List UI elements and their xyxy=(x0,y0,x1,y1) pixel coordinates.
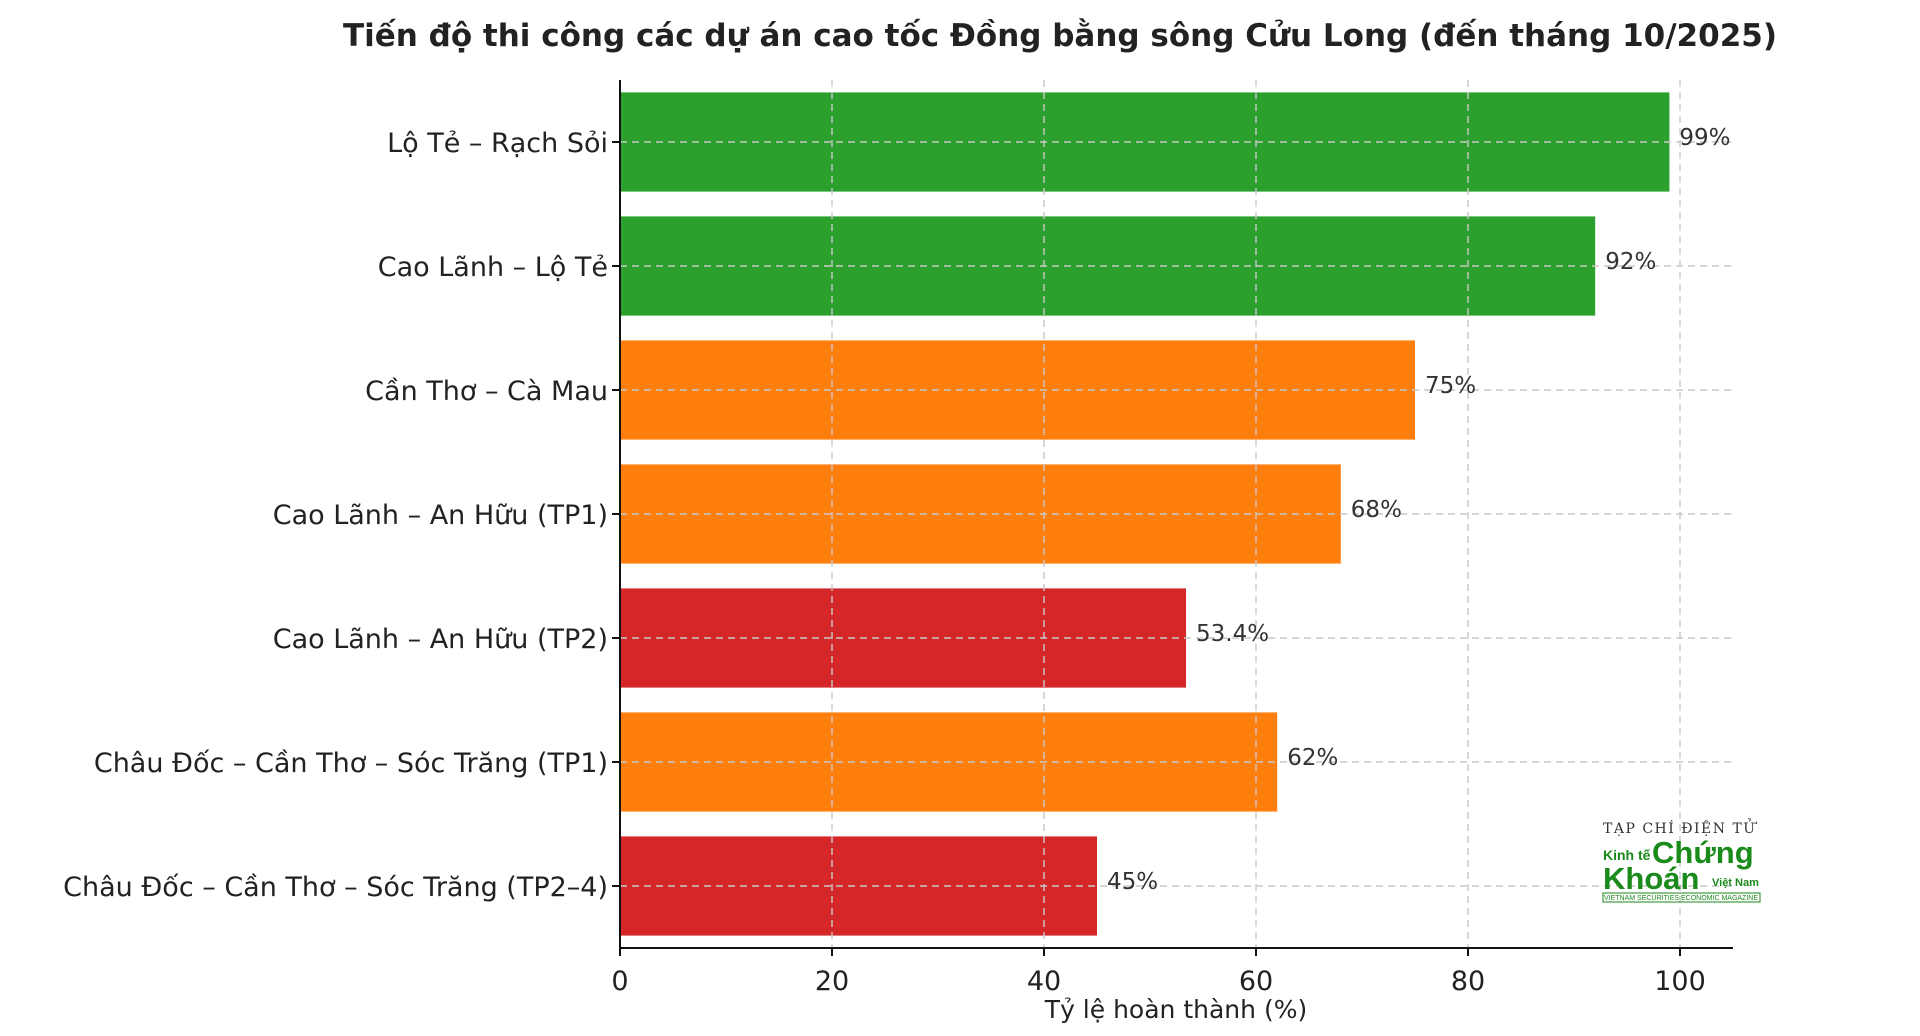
x-tick-label: 0 xyxy=(611,966,628,997)
watermark-tagline-box xyxy=(1602,892,1761,903)
category-label: Cao Lãnh – An Hữu (TP2) xyxy=(273,624,608,655)
x-tick-labels: 0 20 40 60 80 100 xyxy=(611,948,1706,997)
x-axis-label: Tỷ lệ hoàn thành (%) xyxy=(1044,995,1307,1024)
data-labels: 99% 92% 75% 68% 53.4% 62% 45% xyxy=(1107,125,1731,895)
category-label: Cần Thơ – Cà Mau xyxy=(365,376,608,407)
watermark-chung: Chứng xyxy=(1652,835,1754,870)
bar-value-label: 45% xyxy=(1107,869,1158,895)
bars xyxy=(620,92,1670,936)
bar-value-label: 92% xyxy=(1605,249,1656,275)
category-label: Lộ Tẻ – Rạch Sỏi xyxy=(387,128,608,159)
watermark-logo: TẠP CHÍ ĐIỆN TỬ Kinh tế Chứng Khoán Việt… xyxy=(1602,817,1761,903)
x-tick-label: 40 xyxy=(1027,966,1061,997)
x-tick-label: 80 xyxy=(1451,966,1485,997)
bar-value-label: 75% xyxy=(1425,373,1476,399)
watermark-kinh-te: Kinh tế xyxy=(1603,847,1651,863)
x-tick-label: 60 xyxy=(1239,966,1273,997)
chart-title: Tiến độ thi công các dự án cao tốc Đồng … xyxy=(343,18,1777,54)
bar-value-label: 53.4% xyxy=(1196,621,1269,647)
category-label: Cao Lãnh – An Hữu (TP1) xyxy=(273,500,608,531)
bar-value-label: 68% xyxy=(1351,497,1402,523)
category-label: Châu Đốc – Cần Thơ – Sóc Trăng (TP2–4) xyxy=(63,872,608,903)
x-tick-label: 20 xyxy=(815,966,849,997)
category-label: Cao Lãnh – Lộ Tẻ xyxy=(378,252,608,283)
watermark-viet-nam: Việt Nam xyxy=(1712,877,1759,889)
watermark-line1: TẠP CHÍ ĐIỆN TỬ xyxy=(1603,817,1757,837)
category-labels: Lộ Tẻ – Rạch Sỏi Cao Lãnh – Lộ Tẻ Cần Thơ … xyxy=(63,128,620,903)
watermark-khoan: Khoán xyxy=(1603,861,1699,896)
category-label: Châu Đốc – Cần Thơ – Sóc Trăng (TP1) xyxy=(94,748,608,779)
x-tick-label: 100 xyxy=(1654,966,1706,997)
bar xyxy=(620,836,1097,936)
watermark-tagline: VIETNAM SECURITIES ECONOMIC MAGAZINE xyxy=(1604,895,1758,902)
bar-value-label: 62% xyxy=(1287,745,1338,771)
bar-value-label: 99% xyxy=(1679,125,1730,151)
